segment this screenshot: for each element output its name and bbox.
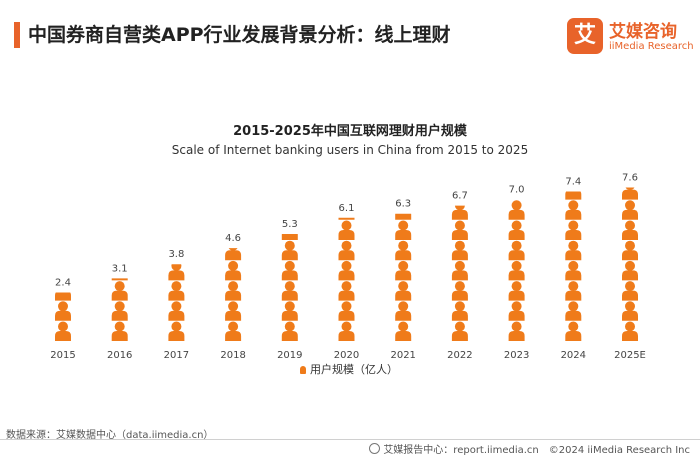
chart-subtitle: Scale of Internet banking users in China… [171,143,529,157]
chart-title: 2015-2025年中国互联网理财用户规模 [233,124,467,139]
x-tick-2023: 2023 [504,350,529,360]
x-tick-2018: 2018 [220,350,245,360]
bar-2019 [281,233,298,341]
x-tick-2019: 2019 [277,350,302,360]
legend-person-icon [300,366,306,374]
value-label-2020: 6.1 [339,203,355,214]
bar-2023 [508,200,525,341]
x-tick-2017: 2017 [164,350,189,360]
data-source: 数据来源：艾媒数据中心（data.iimedia.cn） [6,430,214,441]
x-tick-2016: 2016 [107,350,132,360]
x-tick-2022: 2022 [447,350,472,360]
bar-2022 [451,205,468,341]
title-accent-bar [14,22,20,48]
value-label-2023: 7.0 [509,185,525,196]
bar-2020 [338,217,355,341]
bar-2018 [225,248,242,341]
brand-logo: 艾 艾媒咨询 iiMedia Research [567,16,694,56]
bar-2021 [395,213,412,341]
chart-legend: 用户规模（亿人） [300,361,398,377]
x-tick-2024: 2024 [561,350,586,360]
report-center-link[interactable]: 艾媒报告中心：report.iimedia.cn [383,445,539,456]
value-label-2015: 2.4 [55,278,71,289]
legend-label: 用户规模（亿人） [310,363,398,376]
logo-chinese-name: 艾媒咨询 [609,22,677,42]
logo-mark-icon: 艾 [567,18,603,54]
page-title: 中国券商自营类APP行业发展背景分析：线上理财 [28,24,451,46]
x-tick-2015: 2015 [50,350,75,360]
copyright: ©2024 iiMedia Research Inc [548,445,690,456]
value-label-2025E: 7.6 [622,172,638,183]
footer: 艾媒报告中心：report.iimedia.cn ©2024 iiMedia Re… [369,441,690,456]
logo-english-name: iiMedia Research [609,41,694,52]
pictogram-bar-chart: 2.4 2015 3.1 2016 3.8 2017 4.6 2018 5.3 2019 6.1 20… [50,172,646,360]
bar-2024 [565,191,582,341]
value-label-2016: 3.1 [112,263,128,274]
globe-icon [369,443,381,454]
x-tick-2021: 2021 [390,350,415,360]
value-label-2017: 3.8 [168,249,184,260]
value-label-2024: 7.4 [565,177,581,188]
value-label-2021: 6.3 [395,199,411,210]
bar-2017 [168,264,185,341]
x-tick-2025E: 2025E [614,350,646,360]
bar-2025E [622,187,638,341]
bar-2015 [55,292,71,341]
x-tick-2020: 2020 [334,350,359,360]
value-label-2022: 6.7 [452,191,468,202]
value-label-2018: 4.6 [225,233,241,244]
value-label-2019: 5.3 [282,219,298,230]
footer-divider [0,439,700,440]
bar-2016 [111,278,128,341]
